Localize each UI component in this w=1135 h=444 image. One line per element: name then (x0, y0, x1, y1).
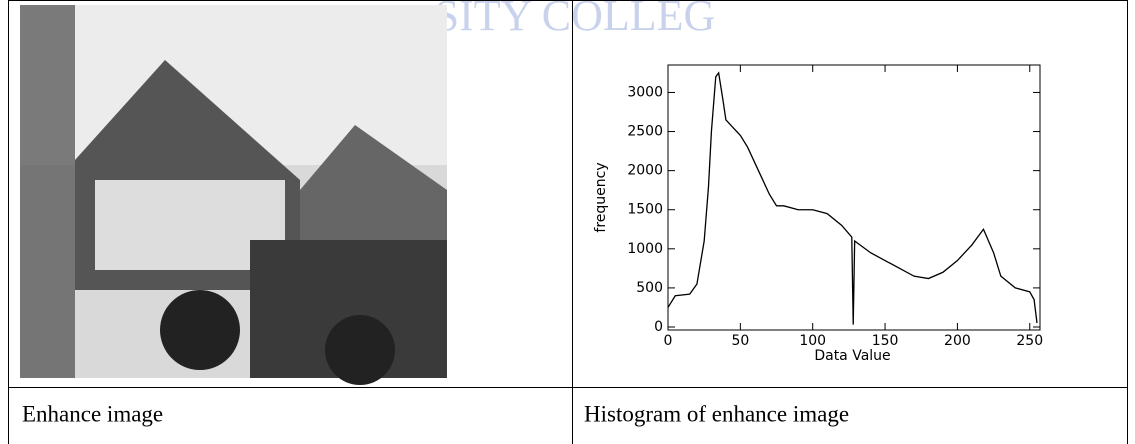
y-tick-label: 3000 (627, 84, 663, 100)
x-tick-label: 0 (664, 333, 673, 349)
y-tick-label: 1000 (627, 241, 663, 257)
x-tick-label: 50 (731, 333, 749, 349)
y-tick-label: 500 (636, 280, 663, 296)
x-tick-label: 200 (944, 333, 971, 349)
caption: Enhance image (22, 401, 163, 426)
y-tick-label: 1500 (627, 202, 663, 218)
plot-frame (667, 64, 1041, 331)
y-tick-label: 0 (654, 319, 663, 335)
histogram-line (667, 71, 1038, 325)
x-axis-label: Data Value (814, 348, 890, 364)
y-axis-label: frequency (593, 162, 609, 232)
x-tick-label: 100 (799, 333, 826, 349)
x-tick-label: 250 (1016, 333, 1043, 349)
caption: Histogram of enhance image (584, 401, 849, 426)
x-tick-label: 150 (872, 333, 899, 349)
watermark: SITY COLLEG (435, 0, 716, 40)
histogram: 0 50 100 150 200 250050010001500200025003000D… (593, 64, 1043, 364)
y-tick-label: 2000 (627, 163, 663, 179)
table-borders (8, 0, 1128, 444)
photo (20, 5, 447, 385)
y-tick-label: 2500 (627, 124, 663, 140)
